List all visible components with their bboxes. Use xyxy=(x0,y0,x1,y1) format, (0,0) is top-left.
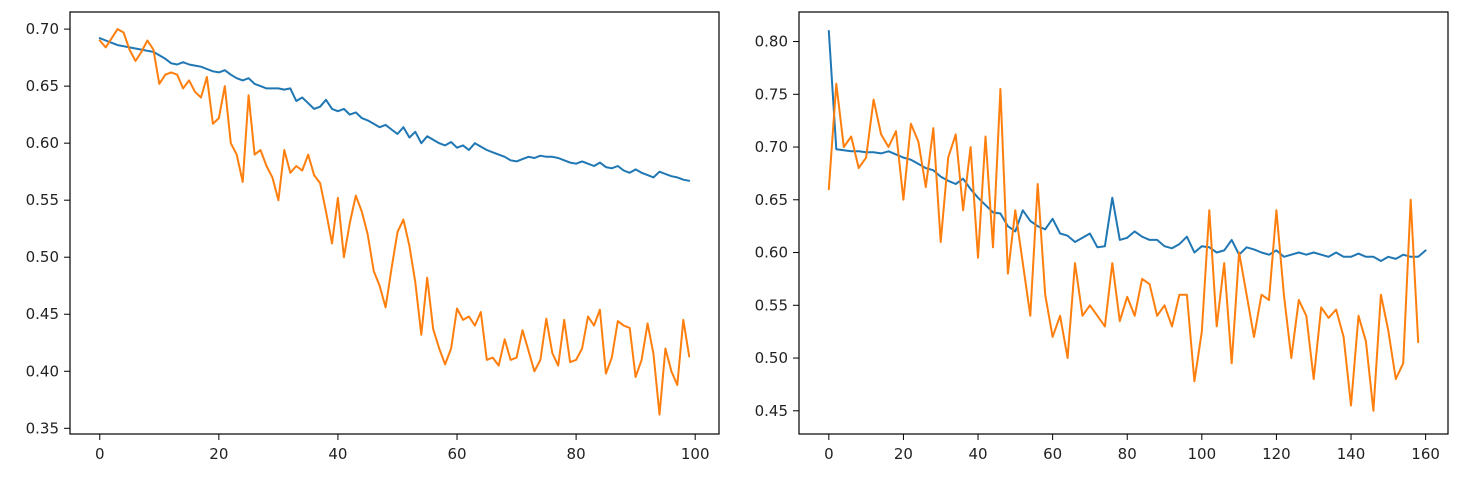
chart-1-x-tick-label: 20 xyxy=(894,445,913,463)
chart-0-x-tick-label: 100 xyxy=(681,445,710,463)
chart-0-x-tick-label: 0 xyxy=(95,445,105,463)
chart-1-x-tick-label: 60 xyxy=(1043,445,1062,463)
chart-0-series-1-line xyxy=(98,28,691,416)
chart-1-x-tick-label: 120 xyxy=(1262,445,1291,463)
chart-1-series-1-line xyxy=(827,82,1420,412)
chart-1-x-tick-label: 140 xyxy=(1337,445,1366,463)
chart-0-y-tick-label: 0.55 xyxy=(26,191,59,209)
chart-0-y-tick-label: 0.65 xyxy=(26,77,59,95)
chart-1-y-tick-label: 0.45 xyxy=(755,402,788,420)
chart-1-y-tick-label: 0.55 xyxy=(755,296,788,314)
chart-1-x-tick-label: 0 xyxy=(824,445,834,463)
chart-0-y-tick-label: 0.40 xyxy=(26,362,59,380)
chart-1-x-tick-label: 100 xyxy=(1188,445,1217,463)
chart-0-x-tick-label: 40 xyxy=(328,445,347,463)
chart-1-y-tick-label: 0.60 xyxy=(755,244,788,262)
chart-1-x-tick-label: 80 xyxy=(1118,445,1137,463)
chart-0-x-tick-label: 80 xyxy=(567,445,586,463)
chart-0-y-tick-label: 0.70 xyxy=(26,20,59,38)
chart-1-y-tick-label: 0.50 xyxy=(755,349,788,367)
chart-0-y-tick-label: 0.35 xyxy=(26,419,59,437)
chart-0-x-tick-label: 20 xyxy=(209,445,228,463)
chart-right: 0 20 40 60 80 100 120 140 160 0.45 0.50 0.55 0.60 0.6… xyxy=(755,11,1449,463)
chart-0-x-tick-label: 60 xyxy=(447,445,466,463)
chart-0-series-0-line xyxy=(98,37,691,182)
chart-0-y-tick-label: 0.45 xyxy=(26,305,59,323)
chart-left: 0 20 40 60 80 100 0.35 0.40 0.45 0.50 0.55 0.60 0.65… xyxy=(26,11,720,463)
chart-1-y-tick-label: 0.75 xyxy=(755,85,788,103)
chart-1-y-tick-label: 0.80 xyxy=(755,33,788,51)
chart-0-axes-frame xyxy=(69,11,720,435)
chart-0-y-tick-label: 0.50 xyxy=(26,248,59,266)
chart-1-y-tick-label: 0.70 xyxy=(755,138,788,156)
chart-1-x-tick-label: 160 xyxy=(1411,445,1440,463)
chart-1-x-tick-label: 40 xyxy=(968,445,987,463)
chart-0-y-tick-label: 0.60 xyxy=(26,134,59,152)
chart-1-y-tick-label: 0.65 xyxy=(755,191,788,209)
chart-1-axes-frame xyxy=(798,11,1449,435)
